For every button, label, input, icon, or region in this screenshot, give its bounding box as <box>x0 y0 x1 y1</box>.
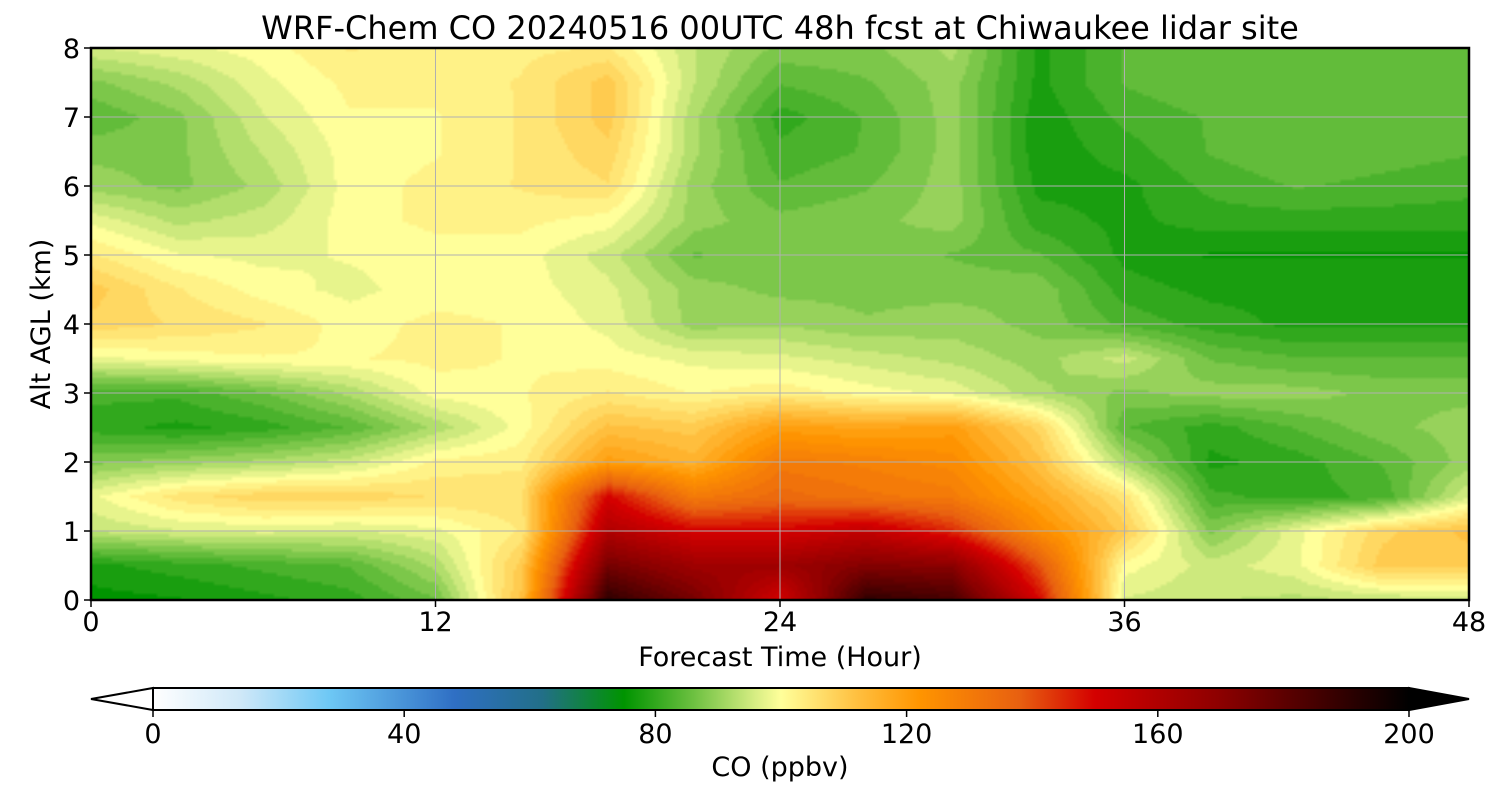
y-tick-label: 8 <box>63 34 80 65</box>
colorbar-body <box>152 687 1410 711</box>
plot-area <box>89 46 1471 602</box>
y-tick-label: 1 <box>63 517 80 548</box>
x-tick-label: 12 <box>418 607 452 638</box>
colorbar-tick-label: 160 <box>1132 719 1184 750</box>
y-tick-label: 5 <box>63 241 80 272</box>
x-tick-label: 0 <box>82 607 99 638</box>
chart-title: WRF-Chem CO 20240516 00UTC 48h fcst at C… <box>261 9 1299 47</box>
colorbar: 0 40 80 120 160 200 CO (ppbv) <box>90 686 1470 783</box>
x-axis-label: Forecast Time (Hour) <box>638 642 922 673</box>
y-axis-ticks: 0 1 2 3 4 5 6 7 8 <box>63 34 91 617</box>
grid-lines <box>91 48 1469 600</box>
x-axis-ticks: 0 12 24 36 48 <box>82 600 1486 638</box>
x-tick-label: 36 <box>1107 607 1141 638</box>
colorbar-tick-label: 80 <box>638 719 672 750</box>
colorbar-tick-label: 200 <box>1383 719 1435 750</box>
y-tick-label: 3 <box>63 379 80 410</box>
colorbar-tick-label: 40 <box>387 719 421 750</box>
colorbar-ticks: 0 40 80 120 160 200 <box>144 710 1435 750</box>
colorbar-extend-low <box>90 686 154 712</box>
y-tick-label: 6 <box>63 172 80 203</box>
y-axis-label: Alt AGL (km) <box>26 239 57 410</box>
colorbar-extend-high <box>1408 686 1470 712</box>
colorbar-tick-label: 120 <box>881 719 933 750</box>
y-tick-label: 0 <box>63 586 80 617</box>
colorbar-tick-label: 0 <box>144 719 161 750</box>
colorbar-label: CO (ppbv) <box>711 752 848 783</box>
y-tick-label: 7 <box>63 103 80 134</box>
x-tick-label: 24 <box>763 607 797 638</box>
y-tick-label: 4 <box>63 310 80 341</box>
x-tick-label: 48 <box>1452 607 1486 638</box>
y-tick-label: 2 <box>63 448 80 479</box>
